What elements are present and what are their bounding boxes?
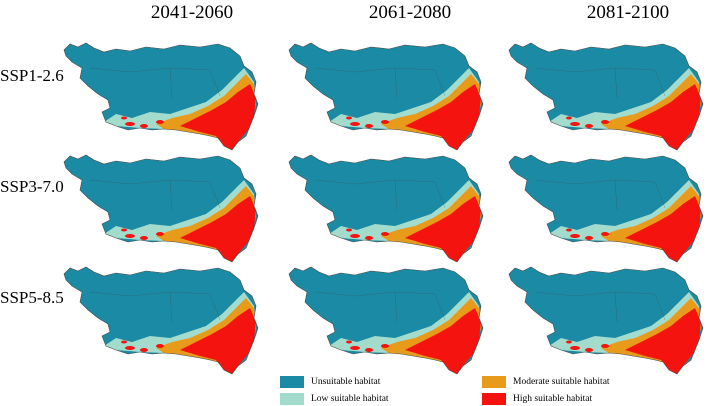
patch-high: [566, 116, 572, 120]
map-ssp370-2041-2060: [60, 150, 260, 266]
patch-high: [566, 228, 572, 232]
map-boundary-lines: [534, 179, 666, 211]
region-high: [625, 308, 701, 374]
legend-swatch-low: [280, 393, 304, 405]
region-high: [405, 308, 481, 374]
legend-label-high: High suitable habitat: [513, 394, 593, 404]
patch-high: [121, 116, 127, 120]
patch-high: [365, 348, 373, 352]
patch-high: [156, 120, 164, 124]
patch-high: [346, 116, 352, 120]
map-boundary-lines: [89, 179, 221, 211]
region-high: [405, 84, 481, 150]
patch-high: [346, 340, 352, 344]
region-high: [405, 196, 481, 262]
region-high: [625, 196, 701, 262]
map-ssp126-2041-2060: [60, 38, 260, 154]
patch-high: [381, 120, 389, 124]
patch-high: [601, 120, 609, 124]
patch-high: [125, 122, 135, 126]
patch-high: [125, 234, 135, 238]
map-boundary-lines: [534, 67, 666, 99]
patch-high: [125, 346, 135, 350]
map-outline: [288, 266, 484, 375]
map-boundary-lines: [314, 291, 446, 323]
patch-high: [350, 346, 360, 350]
map-ssp585-2041-2060: [60, 262, 260, 378]
map-ssp370-2061-2080: [285, 150, 485, 266]
region-high: [180, 196, 256, 262]
patch-high: [585, 236, 593, 240]
legend-low: Low suitable habitat: [280, 392, 389, 406]
map-ssp126-2061-2080: [285, 38, 485, 154]
map-outline: [63, 154, 259, 263]
row-label-2: SSP3-7.0: [0, 177, 64, 196]
patch-high: [570, 234, 580, 238]
region-high: [180, 84, 256, 150]
map-outline: [508, 154, 704, 263]
patch-high: [570, 122, 580, 126]
row-label-3: SSP5-8.5: [0, 288, 64, 307]
patch-high: [365, 124, 373, 128]
patch-high: [365, 236, 373, 240]
map-boundary-lines: [314, 67, 446, 99]
patch-high: [350, 122, 360, 126]
legend-swatch-moderate: [482, 376, 506, 388]
legend-swatch-unsuitable: [280, 376, 304, 388]
patch-high: [140, 236, 148, 240]
map-outline: [508, 42, 704, 151]
patch-high: [381, 232, 389, 236]
map-boundary-lines: [89, 291, 221, 323]
patch-high: [570, 346, 580, 350]
legend-swatch-high: [482, 393, 506, 405]
patch-high: [585, 124, 593, 128]
map-outline: [508, 266, 704, 375]
map-outline: [63, 42, 259, 151]
map-boundary-lines: [89, 67, 221, 99]
patch-high: [350, 234, 360, 238]
map-boundary-lines: [314, 179, 446, 211]
legend-label-low: Low suitable habitat: [311, 394, 389, 404]
legend-high: High suitable habitat: [482, 392, 592, 406]
legend-moderate: Moderate suitable habitat: [482, 375, 610, 389]
legend-unsuitable: Unsuitable habitat: [280, 375, 380, 389]
patch-high: [140, 348, 148, 352]
map-outline: [288, 154, 484, 263]
patch-high: [121, 228, 127, 232]
patch-high: [346, 228, 352, 232]
map-ssp370-2081-2100: [505, 150, 705, 266]
map-ssp585-2061-2080: [285, 262, 485, 378]
patch-high: [566, 340, 572, 344]
map-outline: [288, 42, 484, 151]
map-ssp585-2081-2100: [505, 262, 705, 378]
column-header-2: 2061-2080: [368, 2, 452, 23]
legend-label-moderate: Moderate suitable habitat: [513, 377, 610, 387]
patch-high: [601, 344, 609, 348]
region-high: [625, 84, 701, 150]
map-boundary-lines: [534, 291, 666, 323]
column-header-3: 2081-2100: [586, 2, 670, 23]
row-label-1: SSP1-2.6: [0, 66, 64, 85]
region-high: [180, 308, 256, 374]
map-outline: [63, 266, 259, 375]
patch-high: [381, 344, 389, 348]
patch-high: [156, 344, 164, 348]
patch-high: [156, 232, 164, 236]
patch-high: [585, 348, 593, 352]
patch-high: [601, 232, 609, 236]
map-ssp126-2081-2100: [505, 38, 705, 154]
legend-label-unsuitable: Unsuitable habitat: [311, 377, 381, 387]
patch-high: [121, 340, 127, 344]
column-header-1: 2041-2060: [150, 2, 234, 23]
patch-high: [140, 124, 148, 128]
